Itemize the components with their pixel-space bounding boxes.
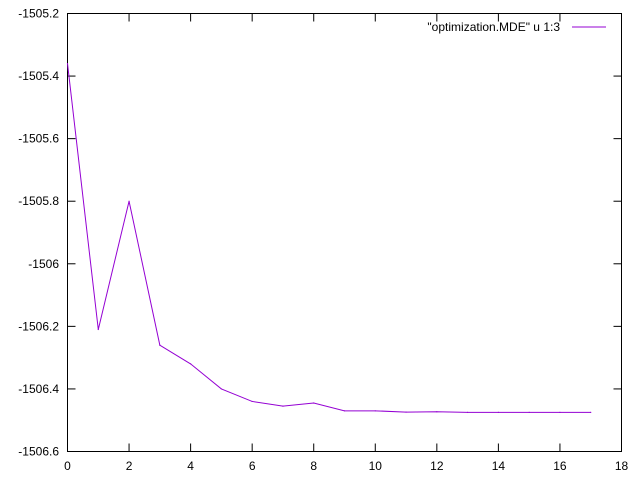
- x-tick-label: 12: [430, 459, 444, 473]
- data-point: [436, 411, 438, 413]
- data-point: [497, 411, 499, 413]
- axis-ticks: [67, 13, 622, 452]
- y-tick-label: -1506: [28, 257, 59, 271]
- plot-frame: [67, 13, 622, 452]
- data-point: [467, 411, 469, 413]
- data-point: [528, 411, 530, 413]
- data-point: [405, 411, 407, 413]
- y-tick-label: -1506.6: [18, 445, 59, 459]
- x-axis-tick-labels: 0 2 4 6 8 10 12 14 16 18: [64, 459, 628, 473]
- data-point: [282, 405, 284, 407]
- y-axis-tick-labels: -1505.2 -1505.4 -1505.6 -1505.8 -1506 -1506.2…: [18, 7, 59, 459]
- x-tick-label: 4: [187, 459, 194, 473]
- x-tick-label: 6: [249, 459, 256, 473]
- legend-label: "optimization.MDE" u 1:3: [427, 20, 560, 34]
- data-point: [590, 411, 592, 413]
- data-point: [313, 402, 315, 404]
- series-lines: [66, 62, 592, 413]
- data-point: [343, 410, 346, 412]
- data-point: [66, 62, 69, 65]
- y-tick-label: -1505.2: [18, 7, 59, 21]
- x-tick-label: 10: [369, 459, 383, 473]
- data-point: [251, 400, 253, 403]
- x-tick-label: 2: [126, 459, 133, 473]
- y-tick-label: -1505.6: [18, 132, 59, 146]
- data-point: [159, 344, 161, 346]
- data-point: [128, 200, 130, 202]
- data-point: [190, 363, 192, 365]
- legend: "optimization.MDE" u 1:3: [427, 20, 606, 34]
- data-point: [97, 328, 99, 331]
- series-line: [67, 63, 591, 413]
- y-tick-label: -1505.4: [18, 69, 59, 83]
- x-tick-label: 16: [553, 459, 567, 473]
- data-point: [220, 388, 222, 390]
- y-tick-label: -1505.8: [18, 194, 59, 208]
- x-tick-label: 8: [310, 459, 317, 473]
- y-tick-label: -1506.4: [18, 382, 59, 396]
- y-tick-label: -1506.2: [18, 319, 59, 333]
- data-point: [374, 410, 376, 412]
- data-point: [559, 411, 561, 413]
- x-tick-label: 18: [615, 459, 629, 473]
- x-tick-label: 14: [492, 459, 506, 473]
- x-tick-label: 0: [64, 459, 71, 473]
